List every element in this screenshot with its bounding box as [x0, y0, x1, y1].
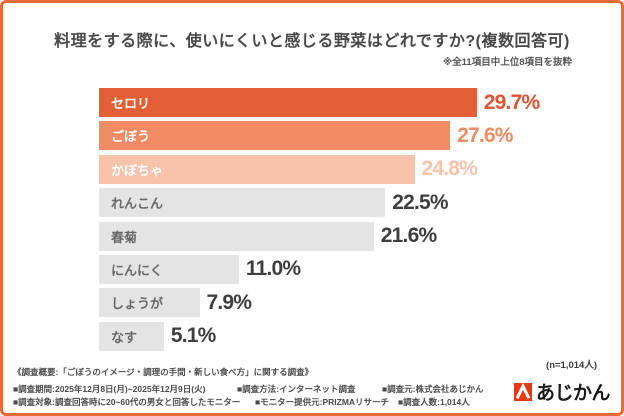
survey-detail-row-2: ■調査対象:調査回答時に20~60代の男女と回答したモニター ■モニター提供元:… [13, 396, 483, 409]
bar-label: ごぼう [111, 129, 151, 145]
bar-row: ごぼう 27.6% [99, 121, 539, 151]
ajikan-logo-icon [513, 382, 532, 401]
survey-source: ■調査元:株式会社あじかん [382, 384, 484, 394]
survey-footer: 《調査概要:「ごぼうのイメージ・調理の手間・新しい食べ方」に関する調査》 ■調査… [13, 366, 483, 409]
bar-row: れんこん 22.5% [99, 188, 539, 218]
bar-value: 21.6% [380, 224, 437, 248]
survey-target: ■調査対象:調査回答時に20~60代の男女と回答したモニター [13, 397, 241, 407]
bar: かぼちゃ [99, 154, 415, 184]
respondent-count: ■調査人数:1,014人 [398, 397, 470, 407]
bar-label: 春菊 [111, 229, 138, 245]
bar: れんこん [99, 188, 386, 218]
bar-row: 春菊 21.6% [99, 221, 539, 251]
bar-label: なす [111, 329, 138, 345]
bar-value: 24.8% [421, 157, 478, 181]
ajikan-logo: あじかん [513, 378, 611, 405]
bar-value: 11.0% [245, 257, 301, 281]
chart-title: 料理をする際に、使いにくいと感じる野菜はどれですか?(複数回答可) [54, 33, 570, 50]
bar-label: れんこん [111, 196, 164, 212]
selection-note: ※全11項目中上位8項目を抜粋 [442, 57, 572, 68]
bar: しょうが [99, 288, 200, 318]
ajikan-logo-text: あじかん [535, 383, 611, 404]
bar-label: セロリ [111, 96, 151, 111]
bar-chart: セロリ 29.7% ごぼう 27.6% かぼちゃ 24.8% れんこん 22.5% 春菊 21.6… [99, 88, 540, 355]
bar-row: セロリ 29.7% [99, 88, 540, 117]
monitor-provider: ■モニター提供元:PRIZMAリサーチ [255, 397, 390, 407]
bar: ごぼう [99, 121, 451, 151]
survey-overview: 《調査概要:「ごぼうのイメージ・調理の手間・新しい食べ方」に関する調査》 [13, 367, 314, 377]
survey-detail-row-1: ■調査期間:2025年12月8日(月)~2025年12月9日(火) ■調査方法:… [13, 383, 483, 396]
bar: にんにく [99, 254, 239, 284]
bar-row: なす 5.1% [99, 321, 539, 351]
bar-label: かぼちゃ [111, 162, 164, 178]
bar: セロリ [99, 88, 477, 117]
bar-value: 5.1% [170, 324, 216, 348]
bar-value: 22.5% [392, 190, 448, 214]
bar: なす [99, 321, 164, 351]
bar: 春菊 [99, 221, 374, 251]
bar-value: 27.6% [457, 123, 513, 147]
survey-period: ■調査期間:2025年12月8日(月)~2025年12月9日(火) [13, 384, 206, 394]
bar-value: 29.7% [483, 90, 540, 114]
bar-label: にんにく [111, 262, 163, 278]
bar-value: 7.9% [206, 290, 252, 314]
bar-row: かぼちゃ 24.8% [99, 154, 539, 184]
bar-label: しょうが [111, 296, 164, 312]
bar-row: にんにく 11.0% [99, 254, 539, 284]
sample-size: (n=1,014人) [546, 360, 597, 371]
bar-row: しょうが 7.9% [99, 288, 539, 318]
survey-method: ■調査方法:インターネット調査 [237, 384, 356, 394]
